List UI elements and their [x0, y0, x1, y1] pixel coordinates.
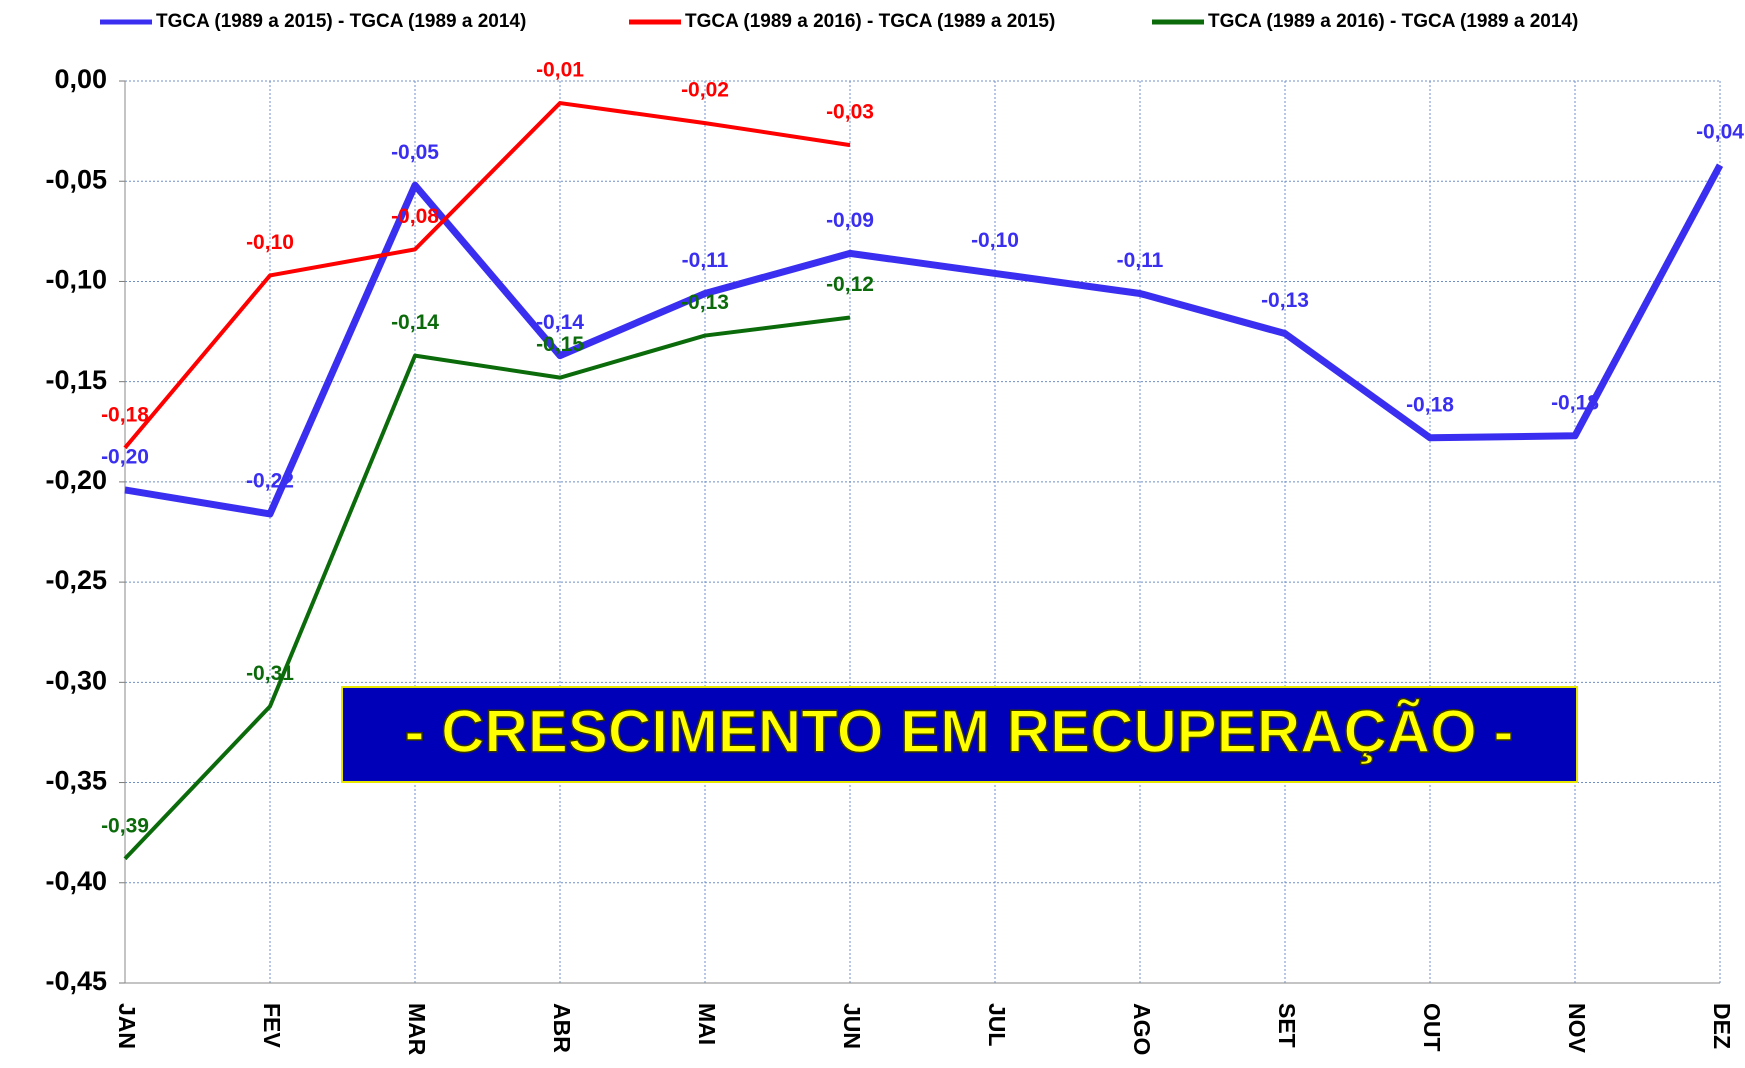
data-label: -0,08 [391, 205, 439, 228]
data-label: -0,03 [826, 101, 874, 124]
data-label: -0,10 [246, 231, 294, 254]
data-label: -0,05 [391, 141, 439, 164]
data-label: -0,04 [1696, 121, 1744, 144]
data-label: -0,18 [101, 403, 149, 426]
x-tick-label: MAR [404, 1003, 430, 1056]
data-label: -0,14 [391, 311, 439, 334]
data-label: -0,18 [1551, 391, 1599, 414]
data-label: -0,20 [101, 445, 149, 468]
y-tick-label: -0,25 [45, 565, 107, 595]
x-tick-label: JUL [984, 1003, 1010, 1046]
data-label: -0,09 [826, 209, 874, 232]
annotation: - CRESCIMENTO EM RECUPERAÇÃO - [405, 698, 1514, 765]
legend-label: TGCA (1989 a 2016) - TGCA (1989 a 2015) [685, 11, 1055, 32]
data-label: -0,15 [536, 333, 584, 356]
y-tick-label: -0,40 [45, 866, 107, 896]
x-tick-label: ABR [549, 1003, 575, 1053]
line-series [123, 315, 851, 861]
data-label: -0,13 [681, 291, 729, 314]
data-label: -0,13 [1261, 289, 1309, 312]
data-label: -0,11 [1117, 249, 1164, 272]
line-series [123, 101, 851, 450]
data-label: -0,10 [971, 229, 1019, 252]
y-tick-label: -0,35 [45, 766, 107, 796]
legend-label: TGCA (1989 a 2016) - TGCA (1989 a 2014) [1208, 11, 1578, 32]
data-label: -0,31 [246, 662, 294, 685]
y-tick-label: -0,30 [45, 665, 107, 695]
y-tick-label: -0,05 [45, 164, 107, 194]
data-label: -0,18 [1406, 393, 1454, 416]
x-tick-label: JUN [839, 1003, 865, 1049]
x-tick-label: AGO [1129, 1003, 1155, 1055]
y-tick-label: 0,00 [54, 64, 107, 94]
legend-label: TGCA (1989 a 2015) - TGCA (1989 a 2014) [156, 11, 526, 32]
data-label: -0,39 [101, 814, 149, 837]
data-label: -0,22 [246, 470, 294, 493]
line-series [124, 163, 1724, 518]
x-tick-label: MAI [694, 1003, 720, 1045]
data-label: -0,12 [826, 273, 874, 296]
x-tick-label: NOV [1564, 1003, 1590, 1054]
x-tick-label: FEV [259, 1003, 285, 1048]
data-label: -0,14 [536, 311, 584, 334]
y-tick-label: -0,15 [45, 365, 107, 395]
x-tick-label: DEZ [1709, 1003, 1735, 1049]
annotation-box [341, 686, 1578, 783]
y-tick-label: -0,10 [45, 265, 107, 295]
data-label: -0,02 [681, 79, 729, 102]
x-tick-label: SET [1274, 1003, 1300, 1048]
x-tick-label: OUT [1419, 1003, 1445, 1052]
x-tick-label: JAN [114, 1003, 140, 1049]
data-label: -0,01 [536, 59, 584, 82]
data-label: -0,11 [682, 249, 729, 272]
y-tick-label: -0,45 [45, 966, 107, 996]
y-tick-label: -0,20 [45, 465, 107, 495]
